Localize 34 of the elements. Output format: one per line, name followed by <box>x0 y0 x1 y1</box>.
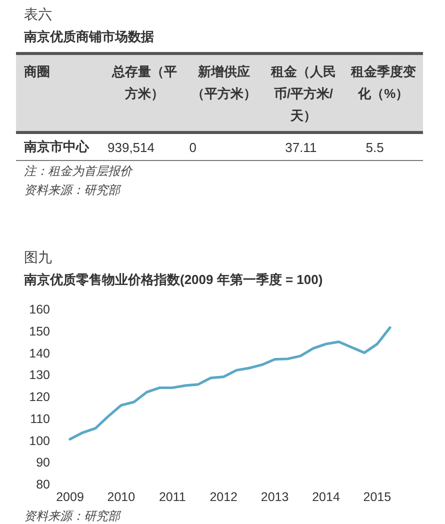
text: 5.5 <box>366 140 384 154</box>
y-tick-label: 160 <box>29 302 50 316</box>
category-label: 租金（人民币/平方米/天） <box>263 54 344 132</box>
y-tick-label: 120 <box>29 390 50 404</box>
category-label: 新增供应（平方米） <box>185 54 264 132</box>
x-tick-label: 2013 <box>260 490 289 504</box>
y-tick-label: 90 <box>36 456 50 470</box>
line-series <box>68 326 392 440</box>
y-tick-label: 110 <box>30 412 50 426</box>
text: 资料来源：研究部 <box>24 509 122 523</box>
y-tick-label: 80 <box>36 478 50 492</box>
text: 南京优质商铺市场数据 <box>24 28 155 46</box>
x-tick-label: 2015 <box>363 490 392 504</box>
category-label: 商圈 <box>16 54 104 132</box>
x-tick-label: 2012 <box>210 490 238 504</box>
x-tick-label: 2014 <box>312 490 340 504</box>
y-tick-label: 140 <box>29 346 50 360</box>
category-label: 南京市中心 <box>24 139 89 154</box>
text: 资料来源：研究部 <box>24 182 122 199</box>
text: 939,514 <box>108 140 154 154</box>
x-tick-label: 2009 <box>56 490 84 504</box>
x-tick-label: 2011 <box>158 490 186 504</box>
text: 表六 <box>24 6 53 24</box>
y-tick-label: 100 <box>29 434 50 448</box>
category-label: 总存量（平方米） <box>104 54 186 132</box>
text: 0 <box>189 140 197 154</box>
chart-title: 南京优质零售物业价格指数(2009 年第一季度 = 100) <box>23 272 323 287</box>
category-label: 租金季度变化（%） <box>344 54 423 132</box>
text: 注：租金为首层报价 <box>24 163 134 180</box>
chart-subtitle: 图九 <box>24 249 52 265</box>
y-tick-label: 150 <box>29 324 50 338</box>
y-tick-label: 130 <box>29 368 50 382</box>
x-tick-label: 2010 <box>107 490 136 504</box>
text: 37.11 <box>285 140 317 154</box>
